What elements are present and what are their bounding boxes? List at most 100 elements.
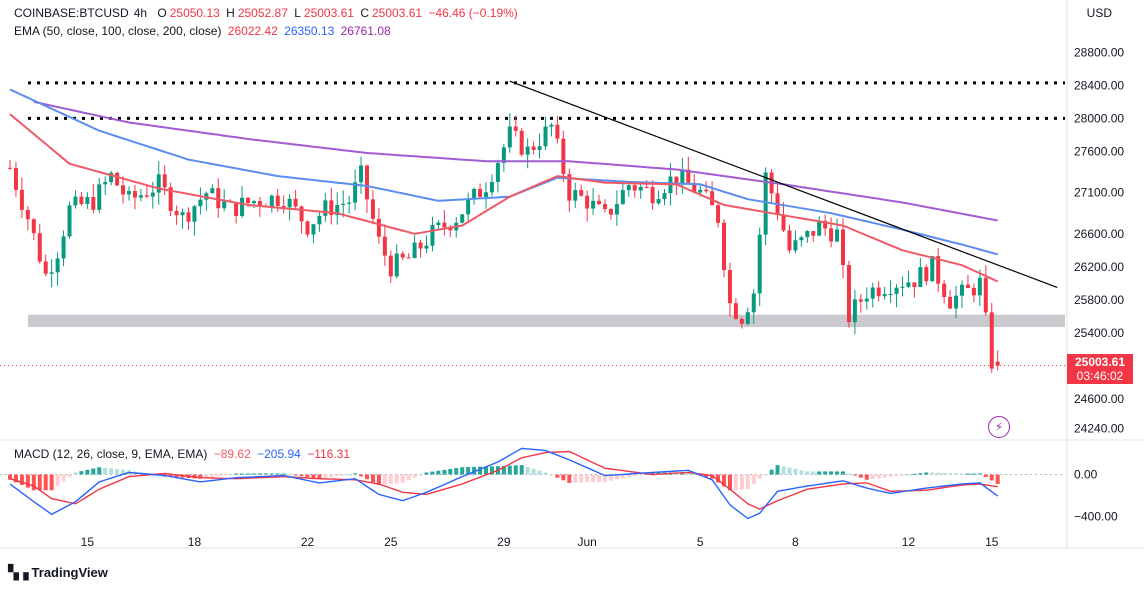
macd-histogram-bar [412,474,417,478]
macd-histogram-bar [37,474,42,491]
bar-countdown: 03:46:02 [1076,369,1124,383]
currency-label[interactable]: USD [1086,6,1112,20]
candle [311,224,316,235]
macd-histogram-bar [376,474,381,485]
macd-histogram-bar [757,474,762,479]
ema50-value: 26022.42 [227,24,278,38]
candle [906,282,911,287]
macd-histogram-bar [989,474,994,481]
candle [472,188,477,199]
macd-histogram-bar [745,474,750,490]
macd-histogram-bar [948,473,953,475]
macd-histogram-bar [79,471,84,475]
macd-histogram-bar [281,473,286,475]
candle [495,162,500,183]
tradingview-brand[interactable]: ▚▗ TradingView [8,564,108,581]
candle [555,124,560,139]
candle [400,253,405,258]
candle [704,189,709,192]
time-tick-label: 25 [384,535,398,549]
candle [216,188,221,209]
macd-hist-value: −89.62 [213,447,251,461]
candle [210,188,215,194]
ema-legend[interactable]: EMA (50, close, 100, close, 200, close) … [14,24,394,38]
macd-histogram-bar [597,474,602,483]
lightning-icon[interactable]: ⚡ [988,416,1010,438]
candle [67,205,72,237]
macd-histogram-bar [222,474,227,476]
macd-legend[interactable]: MACD (12, 26, close, 9, EMA, EMA) −89.62… [14,447,353,461]
macd-histogram-bar [638,474,643,476]
macd-histogram-bar [489,466,494,475]
symbol-name[interactable]: COINBASE:BTCUSD [14,6,129,20]
interval[interactable]: 4h [133,6,148,20]
candle [757,234,762,294]
macd-histogram-bar [436,470,441,475]
macd-histogram-bar [977,473,982,475]
macd-histogram-bar [686,472,691,475]
macd-histogram-bar [198,474,203,479]
macd-histogram-bar [995,474,1000,484]
macd-histogram-bar [109,468,114,475]
macd-histogram-bar [305,474,310,477]
ema-label: EMA (50, close, 100, close, 200, close) [14,24,222,38]
candle [448,227,453,231]
candle [841,229,845,266]
candle [543,126,548,147]
candle [829,228,834,242]
time-tick-label: 15 [985,535,999,549]
candle [995,361,1000,366]
macd-histogram-bar [448,468,453,475]
candle [382,236,387,256]
candle [971,287,976,296]
price-tick-label: 28000.00 [1074,111,1124,125]
price-tick-label: 26200.00 [1074,260,1124,274]
candle [787,230,792,251]
candle [293,198,298,207]
candle [912,282,917,288]
low-label: L [294,6,301,20]
candle [656,199,661,204]
macd-histogram-bar [382,474,387,485]
macd-histogram-bar [424,472,429,475]
macd-histogram-bar [924,472,929,475]
time-tick-label: 22 [301,535,315,549]
candle [13,168,18,190]
candle [150,192,155,197]
macd-histogram-bar [204,474,209,478]
macd-histogram-bar [882,474,887,478]
candle [180,212,185,216]
candle [412,242,417,258]
macd-histogram-bar [829,471,834,475]
candle [531,146,536,150]
candle [507,126,512,148]
candle [763,172,768,235]
candle [484,192,488,197]
candle [43,261,48,274]
price-tick-label: 25800.00 [1074,293,1124,307]
macd-histogram-bar [513,465,518,475]
macd-histogram-bar [43,474,48,491]
macd-histogram-bar [531,468,536,475]
price-tick-label: 27100.00 [1074,186,1124,200]
macd-histogram-bar [942,472,947,475]
candle [852,299,857,323]
candle [561,138,566,175]
candle [799,237,804,241]
macd-histogram-bar [704,474,709,478]
macd-histogram-bar [85,469,90,475]
candle [739,318,744,324]
macd-histogram-bar [323,474,328,478]
change-value: −46.46 (−0.19%) [428,6,518,20]
macd-histogram-bar [775,465,780,475]
time-tick-label: 8 [792,535,799,549]
macd-histogram-bar [251,473,256,475]
candle [424,245,429,249]
candle [222,201,227,209]
candle [37,233,42,262]
candle [430,225,435,246]
macd-histogram-bar [918,473,923,475]
candle [716,205,721,223]
candle [55,258,60,273]
